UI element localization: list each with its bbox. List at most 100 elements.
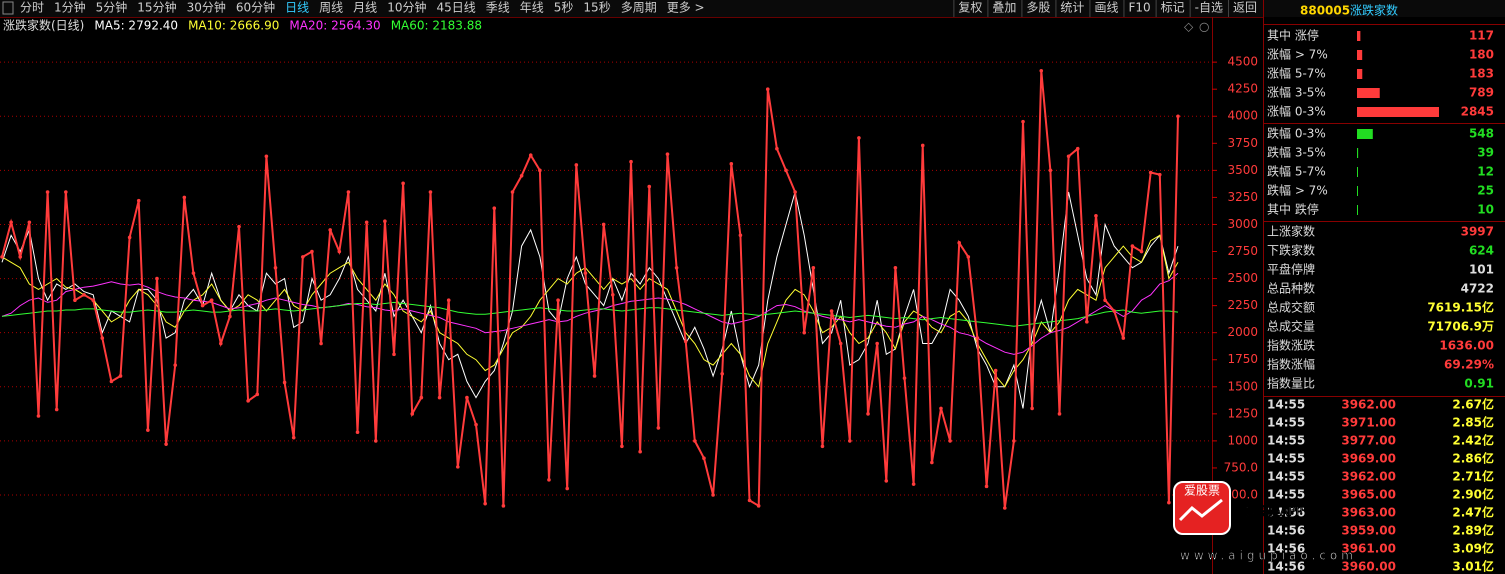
tick-time: 14:56 (1267, 560, 1305, 574)
point (355, 430, 360, 435)
toolbar-button[interactable]: 统计 (1060, 1, 1084, 15)
point (1021, 119, 1025, 124)
point (1048, 168, 1053, 173)
point (18, 255, 23, 259)
row-value: 789 (1469, 86, 1494, 100)
icon[interactable]: ○ (1199, 20, 1209, 34)
bar (1357, 186, 1358, 196)
panel-code: 880005 (1300, 4, 1350, 18)
y-tick-label: 4000 (1227, 109, 1258, 123)
toolbar-button[interactable]: -自选 (1195, 1, 1223, 15)
logo-graph (1178, 498, 1223, 522)
point (9, 220, 13, 225)
tick-amount: 2.67亿 (1452, 397, 1494, 412)
point (984, 484, 989, 489)
y-tick-label: 1000 (1227, 433, 1258, 447)
y-tick-label: 2000 (1227, 325, 1258, 339)
period-tab[interactable]: 多周期 (621, 1, 657, 15)
period-tab[interactable]: 15秒 (583, 1, 610, 15)
bar (1357, 167, 1358, 177)
period-tab[interactable]: 5分钟 (96, 0, 128, 15)
point (364, 220, 369, 225)
url: www.aigupiao.com (1180, 549, 1357, 563)
point (1103, 298, 1107, 303)
point (629, 159, 633, 164)
point (1075, 146, 1080, 151)
menu-icon[interactable] (2, 1, 14, 15)
point (264, 154, 269, 159)
tick-price: 3969.00 (1341, 452, 1396, 466)
y-tick-label: 500.0 (1224, 488, 1258, 502)
y-tick-label: 4500 (1227, 55, 1258, 69)
period-tab[interactable]: 周线 (319, 1, 343, 15)
tick-price: 3963.00 (1341, 506, 1396, 520)
point (100, 336, 105, 340)
period-tab[interactable]: 日线 (285, 1, 309, 15)
point (209, 298, 214, 303)
bar (1357, 88, 1380, 98)
point (456, 465, 460, 469)
point (419, 395, 424, 400)
tick-amount: 2.42亿 (1452, 433, 1494, 448)
point (720, 371, 724, 376)
point (975, 336, 980, 340)
y-tick-label: 1500 (1227, 379, 1258, 393)
y-tick-label: 1250 (1227, 406, 1258, 420)
tick-time: 14:55 (1267, 452, 1305, 466)
tick-time: 14:56 (1267, 542, 1305, 556)
period-tab[interactable]: 5秒 (554, 1, 574, 15)
toolbar-button[interactable]: 复权 (958, 1, 982, 15)
y-tick-label: 2750 (1227, 244, 1258, 258)
point (1130, 244, 1135, 248)
period-tab[interactable]: 60分钟 (236, 0, 275, 15)
point (683, 339, 688, 344)
period-tab[interactable]: 月线 (353, 1, 377, 15)
period-tab[interactable]: 15分钟 (137, 0, 176, 15)
point (610, 293, 615, 297)
point (109, 379, 114, 384)
icon[interactable]: ◇ (1184, 20, 1194, 34)
toolbar-button[interactable]: F10 (1128, 1, 1150, 15)
point (273, 265, 278, 270)
point (857, 136, 861, 140)
point (282, 380, 287, 385)
point (155, 276, 159, 281)
tick-amount: 2.85亿 (1452, 415, 1494, 430)
period-tab[interactable]: 10分钟 (387, 0, 426, 15)
point (738, 233, 743, 238)
row-label: 跌幅 3-5% (1267, 145, 1326, 160)
period-tab[interactable]: 30分钟 (187, 0, 226, 15)
point (893, 265, 898, 270)
toolbar-button[interactable]: 返回 (1233, 1, 1257, 15)
point (246, 399, 250, 403)
toolbar-button[interactable]: 叠加 (992, 1, 1016, 15)
point (191, 271, 196, 275)
tick-amount: 2.47亿 (1452, 505, 1494, 520)
point (547, 478, 551, 482)
toolbar-button[interactable]: 画线 (1094, 1, 1118, 15)
stat-label: 下跌家数 (1267, 243, 1315, 258)
row-value: 548 (1469, 127, 1494, 141)
point (565, 486, 570, 491)
tick-amount: 2.89亿 (1452, 523, 1494, 538)
period-tab[interactable]: 年线 (520, 1, 544, 15)
period-tab[interactable]: 1分钟 (54, 0, 86, 15)
row-label: 涨幅 0-3% (1267, 104, 1326, 119)
toolbar-button[interactable]: 标记 (1161, 1, 1185, 15)
tick-time: 14:55 (1267, 398, 1305, 412)
period-tab[interactable]: 更多 > (667, 1, 705, 15)
period-tab[interactable]: 分时 (20, 1, 44, 15)
period-tab[interactable]: 45日线 (436, 1, 475, 15)
bar (1357, 31, 1361, 41)
toolbar-button[interactable]: 多股 (1026, 1, 1050, 15)
stat-label: 总成交量 (1267, 319, 1315, 334)
logo-box (1173, 481, 1231, 535)
point (948, 439, 952, 443)
period-tab[interactable]: 季线 (486, 1, 510, 15)
point (993, 368, 998, 373)
point (601, 222, 606, 227)
point (920, 143, 925, 148)
point (665, 152, 670, 156)
